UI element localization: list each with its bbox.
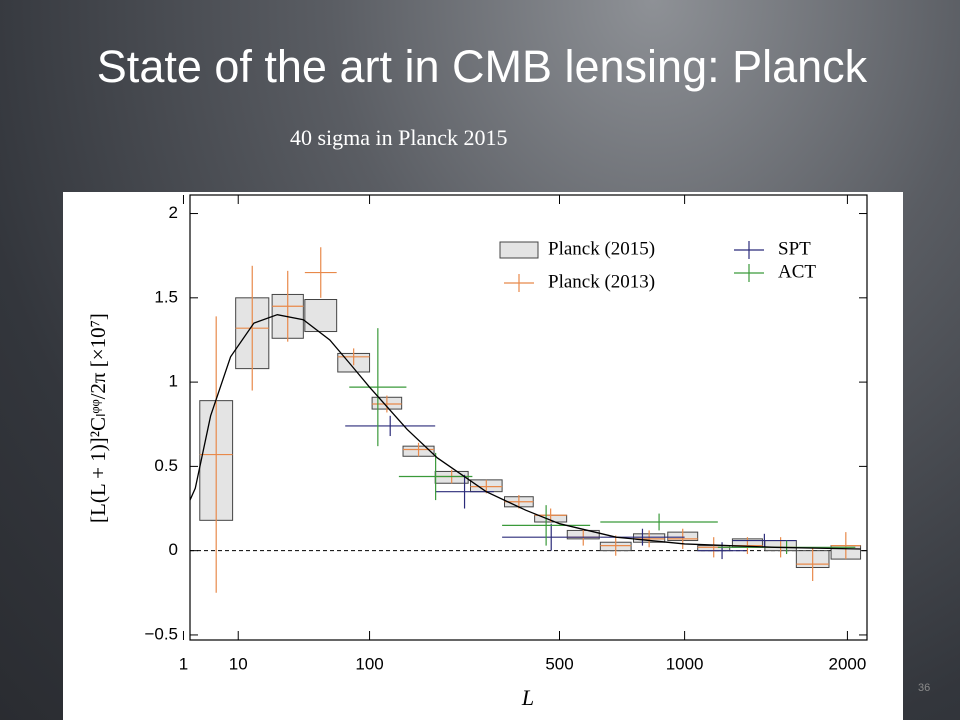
legend-label: Planck (2015) <box>548 238 655 259</box>
theory-curve <box>189 314 861 550</box>
legend-label: ACT <box>778 261 816 282</box>
y-tick-label: 1 <box>169 372 178 391</box>
x-tick-label: 500 <box>545 654 573 673</box>
legend-label: Planck (2013) <box>548 271 655 292</box>
x-tick-label: 1000 <box>666 654 704 673</box>
page-number: 36 <box>918 682 930 694</box>
chart-panel <box>63 192 903 720</box>
y-tick-label: −0.5 <box>144 624 178 643</box>
y-tick-label: 0 <box>169 540 178 559</box>
x-tick-label: 10 <box>229 654 248 673</box>
x-tick-label: 100 <box>355 654 383 673</box>
error-box <box>304 299 338 333</box>
subtitle: 40 sigma in Planck 2015 <box>290 125 508 150</box>
x-tick-label: 1 <box>179 654 188 673</box>
legend-label: SPT <box>778 238 811 259</box>
y-tick-label: 1.5 <box>154 287 178 306</box>
slide-title: State of the art in CMB lensing: Planck <box>97 41 868 92</box>
legend-swatch <box>499 241 539 259</box>
y-tick-label: 0.5 <box>154 456 178 475</box>
x-axis-label: L <box>521 685 534 710</box>
y-tick-label: 2 <box>169 203 178 222</box>
plot-frame <box>189 194 868 641</box>
y-axis-label: [L(L + 1)]²Cₗᵠᵠ/2π [×10⁷] <box>86 313 110 523</box>
x-tick-label: 2000 <box>828 654 866 673</box>
